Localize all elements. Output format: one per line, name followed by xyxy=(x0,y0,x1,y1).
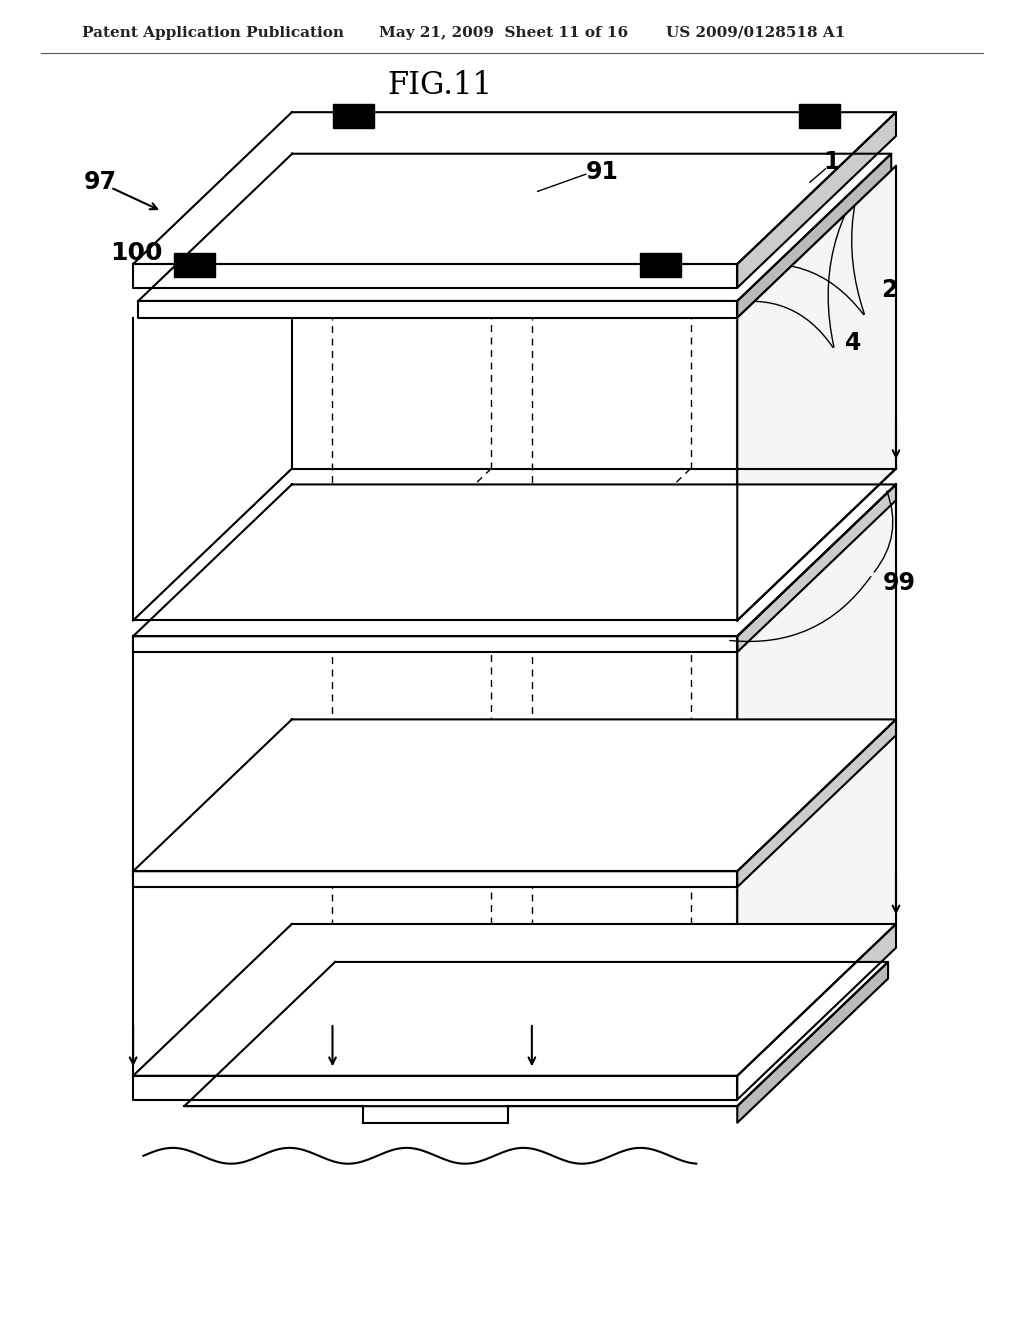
Polygon shape xyxy=(133,719,896,871)
Polygon shape xyxy=(133,264,737,288)
Text: Patent Application Publication: Patent Application Publication xyxy=(82,26,344,40)
Text: 100: 100 xyxy=(111,242,163,265)
Polygon shape xyxy=(138,153,891,301)
Polygon shape xyxy=(138,301,737,318)
Text: 4: 4 xyxy=(845,331,861,355)
Polygon shape xyxy=(737,112,896,288)
Text: US 2009/0128518 A1: US 2009/0128518 A1 xyxy=(666,26,845,40)
Text: 99: 99 xyxy=(883,572,915,595)
Text: 91: 91 xyxy=(586,160,618,183)
Polygon shape xyxy=(133,112,896,264)
Polygon shape xyxy=(737,924,896,1100)
Polygon shape xyxy=(133,871,737,887)
Polygon shape xyxy=(174,253,215,277)
Polygon shape xyxy=(737,166,896,620)
Text: FIG.11: FIG.11 xyxy=(388,70,493,102)
Polygon shape xyxy=(640,253,681,277)
Polygon shape xyxy=(333,104,374,128)
Polygon shape xyxy=(737,962,888,1123)
Polygon shape xyxy=(737,484,896,1076)
Text: 97: 97 xyxy=(84,170,117,194)
Text: 2: 2 xyxy=(881,279,897,302)
Text: May 21, 2009  Sheet 11 of 16: May 21, 2009 Sheet 11 of 16 xyxy=(379,26,628,40)
Polygon shape xyxy=(184,962,888,1106)
Polygon shape xyxy=(737,153,891,318)
Polygon shape xyxy=(133,1076,737,1100)
Polygon shape xyxy=(799,104,840,128)
Polygon shape xyxy=(133,636,737,652)
Polygon shape xyxy=(133,924,896,1076)
Polygon shape xyxy=(737,484,896,652)
Polygon shape xyxy=(133,484,896,636)
Polygon shape xyxy=(737,719,896,887)
Text: 1: 1 xyxy=(823,150,840,174)
